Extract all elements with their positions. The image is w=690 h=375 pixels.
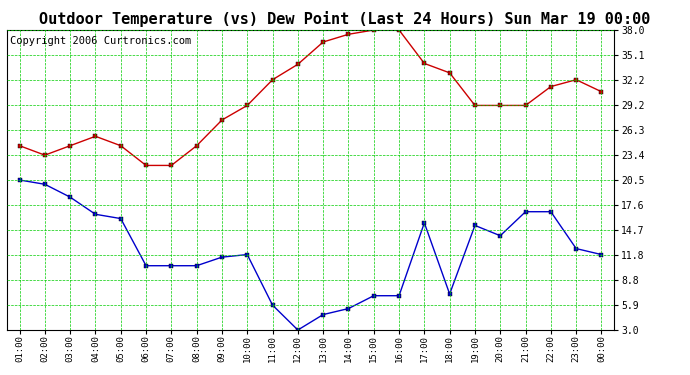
Text: Copyright 2006 Curtronics.com: Copyright 2006 Curtronics.com: [10, 36, 191, 46]
Text: Outdoor Temperature (vs) Dew Point (Last 24 Hours) Sun Mar 19 00:00: Outdoor Temperature (vs) Dew Point (Last…: [39, 11, 651, 27]
